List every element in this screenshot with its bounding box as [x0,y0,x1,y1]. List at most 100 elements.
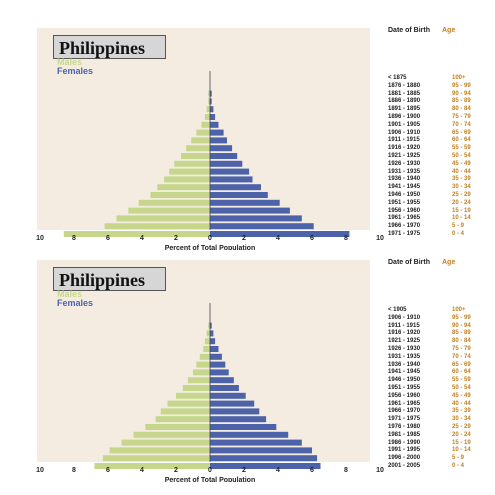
birth-period-label: 1881 - 1885 [388,90,421,97]
age-group-label: 30 - 34 [452,416,471,423]
x-tick-label: 6 [310,467,314,474]
birth-period-label: 1926 - 1930 [388,346,421,352]
birth-period-label: 1911 - 1915 [388,137,420,144]
birth-period-label: 1901 - 1905 [388,121,421,128]
bar-males-12 [169,168,210,175]
x-tick-label: 0 [208,467,212,474]
bar-males-14 [157,184,210,191]
birth-period-label: 1946 - 1950 [388,192,421,198]
bar-females-20 [210,463,321,469]
legend-males: Males [57,57,83,67]
bar-males-12 [167,400,210,407]
birth-period-label: 1941 - 1945 [388,369,421,376]
pyramid-chart-bottom: 10 8 6 4 2 0 2 4 6 8 10 Percent of Total Population [36,303,384,482]
birth-period-label: 1891 - 1895 [388,106,421,113]
birth-period-label: < 1905 [388,307,407,313]
x-tick-label: 6 [106,467,110,474]
x-tick-label: 4 [276,235,280,242]
birth-period-label: 1971 - 1975 [388,231,421,237]
bar-females-8 [210,369,229,376]
bar-females-5 [210,114,216,120]
bar-females-12 [210,400,255,407]
bar-males-17 [128,207,210,214]
age-group-label: 5 - 9 [452,223,465,230]
age-group-label: 40 - 44 [452,168,471,175]
age-group-label: 75 - 79 [452,346,471,352]
x-tick-label: 10 [376,467,384,474]
bar-males-15 [145,424,210,430]
bar-males-2 [208,322,210,329]
birth-period-label: 1961 - 1965 [388,215,421,222]
age-group-label: 25 - 29 [452,192,471,198]
birth-period-label: 1981 - 1985 [388,431,421,438]
x-tick-label: 8 [344,467,348,474]
x-axis-label: Percent of Total Population [165,477,255,482]
bar-females-13 [210,408,260,415]
bar-males-8 [193,369,210,376]
birth-period-label: 1926 - 1930 [388,160,421,167]
age-group-label: 65 - 69 [452,129,471,136]
birth-period-label: 1896 - 1900 [388,114,421,120]
bar-males-4 [206,106,210,113]
birth-period-label: 1936 - 1940 [388,361,421,368]
bar-females-4 [210,106,214,113]
x-tick-label: 4 [140,467,144,474]
age-group-label: 70 - 74 [452,353,471,360]
bar-females-18 [210,447,312,454]
bar-males-9 [186,145,210,152]
column-header-birth: Date of Birth [388,27,430,34]
bar-females-9 [210,145,233,152]
bar-males-16 [138,199,210,206]
age-group-label: 80 - 84 [452,106,471,113]
age-group-label: 55 - 59 [452,145,471,152]
bar-males-6 [201,121,210,128]
bar-females-10 [210,153,238,159]
age-group-label: 80 - 84 [452,338,471,345]
birth-period-label: 1976 - 1980 [388,424,421,430]
bar-females-20 [210,231,350,237]
bar-females-15 [210,424,277,430]
x-tick-label: 4 [276,467,280,474]
age-group-label: 15 - 19 [452,207,471,214]
birth-period-label: 1971 - 1975 [388,416,421,423]
birth-period-label: 1876 - 1880 [388,82,421,89]
bar-females-16 [210,431,289,438]
x-tick-label: 8 [72,467,76,474]
bar-females-3 [210,330,214,337]
bar-males-3 [206,330,210,337]
x-tick-label: 6 [310,235,314,242]
x-tick-label: 2 [242,467,246,474]
age-group-label: 10 - 14 [452,447,471,454]
bar-males-10 [182,385,210,391]
bar-males-2 [208,90,210,97]
legend-females: Females [57,66,94,76]
bar-females-5 [210,346,219,352]
bar-males-18 [109,447,210,454]
bar-females-2 [210,90,212,97]
age-group-label: 35 - 39 [452,408,471,415]
bar-females-13 [210,176,253,183]
birth-period-label: 1966 - 1970 [388,223,421,230]
age-group-label: 95 - 99 [452,314,471,321]
age-group-label: 20 - 24 [452,199,471,206]
birth-period-label: 1941 - 1945 [388,184,421,191]
age-group-label: 10 - 14 [452,215,471,222]
bar-males-7 [196,361,210,368]
age-group-label: 90 - 94 [452,90,471,97]
age-group-label: 60 - 64 [452,369,471,376]
bar-males-15 [150,192,210,198]
age-group-label: 25 - 29 [452,424,471,430]
bar-males-8 [191,137,210,144]
bar-females-8 [210,137,227,144]
birth-period-label: 1951 - 1955 [388,199,421,206]
bar-males-19 [102,455,210,462]
bar-males-3 [208,98,210,105]
bar-males-7 [196,129,210,136]
bar-females-19 [210,223,314,230]
birth-period-label: 1921 - 1925 [388,338,421,345]
bar-females-17 [210,439,302,446]
bar-females-19 [210,455,318,462]
bar-females-7 [210,129,224,136]
birth-period-label: 1936 - 1940 [388,176,421,183]
bar-females-15 [210,192,268,198]
